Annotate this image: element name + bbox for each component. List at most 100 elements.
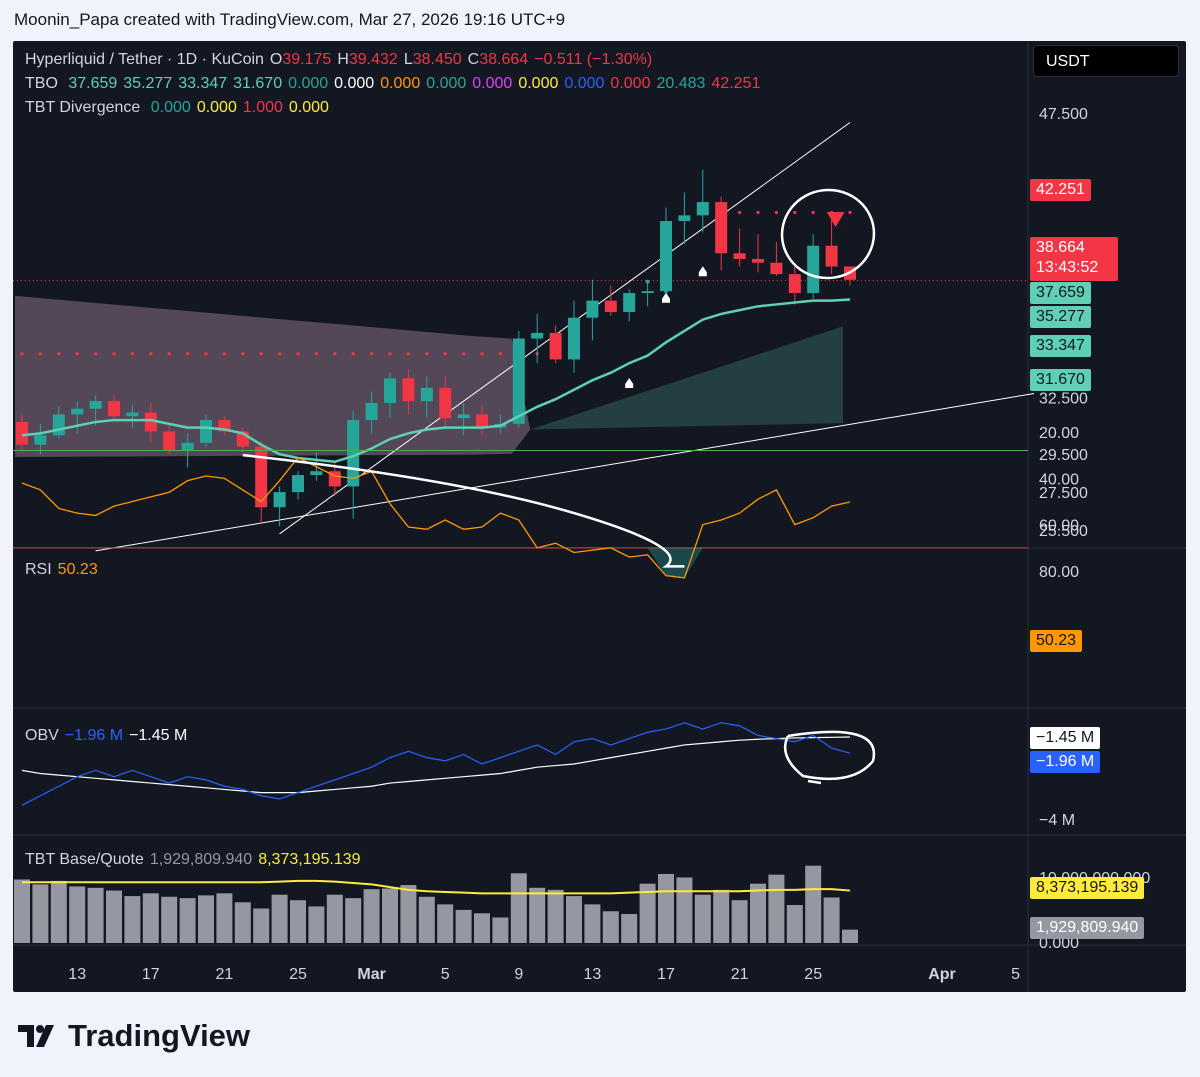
target-dot (756, 210, 760, 215)
candle-body (604, 300, 617, 313)
obv-axis-tick: −4 M (1039, 812, 1075, 829)
candle-body (752, 258, 764, 263)
obv-legend: OBV −1.96 M −1.45 M (25, 727, 193, 745)
bearish-cloud (15, 295, 531, 458)
volume-bar (253, 908, 270, 943)
obv-ma-line (21, 736, 851, 794)
tbo-label-4: 31.670 (1030, 369, 1091, 391)
volume-bar (602, 911, 619, 943)
divergence-name: TBT Divergence (25, 99, 141, 116)
candle-body (568, 317, 580, 360)
target-dot (738, 210, 742, 215)
volume-bar (805, 865, 822, 943)
obv-axis-label-1: −1.45 M (1030, 727, 1101, 749)
candle-body (476, 414, 488, 428)
resistance-dot (149, 352, 153, 356)
resistance-dot (259, 352, 263, 356)
bar-countdown: 13:43:52 (1036, 259, 1099, 276)
tbo-label-1: 37.659 (1030, 282, 1091, 304)
tradingview-logo-icon (18, 1025, 54, 1047)
volume-bar (142, 893, 159, 943)
rsi-legend: RSI 50.23 (25, 561, 104, 579)
volume-bar (676, 877, 693, 943)
chart-author-header: Moonin_Papa created with TradingView.com… (14, 10, 566, 29)
tbo-value: 0.000 (610, 75, 651, 92)
candle-body (788, 274, 801, 294)
price-axis-tick: 29.500 (1039, 447, 1088, 464)
candle-body (457, 414, 470, 419)
volume-bar (823, 897, 840, 943)
time-axis-tick: 17 (657, 966, 675, 983)
time-axis-tick: 25 (804, 966, 822, 983)
low-label: L (403, 51, 413, 68)
resistance-dot (57, 352, 61, 356)
candle-body (807, 245, 820, 294)
candle-body (420, 387, 433, 402)
divergence-value: 0.000 (196, 99, 237, 116)
resistance-dot (112, 352, 116, 356)
candle-body (144, 412, 157, 432)
tbo-label-2: 35.277 (1030, 306, 1091, 328)
candle-body (770, 262, 783, 275)
resistance-dot (425, 352, 429, 356)
volume-bar (308, 906, 325, 943)
volume-bar (234, 902, 251, 943)
obv-value-1: −1.96 M (64, 727, 124, 744)
hand-drawn-circle-price (780, 188, 876, 280)
volume-bar (529, 887, 546, 943)
volume-bar (694, 894, 711, 943)
resistance-dot (370, 352, 374, 356)
candle-body (126, 412, 139, 417)
volume-bar (547, 889, 564, 943)
time-axis-tick: 9 (514, 966, 523, 983)
buy-signal-marker (662, 292, 670, 303)
candle-body (439, 387, 452, 419)
time-axis-tick: 21 (216, 966, 234, 983)
sell-signal-arrow (826, 212, 845, 228)
open-value: 39.175 (282, 51, 332, 68)
volume-bar (326, 894, 343, 943)
currency-selector[interactable]: USDT (1033, 45, 1179, 77)
tbo-value: 0.000 (334, 75, 375, 92)
resistance-dot (241, 352, 245, 356)
volume-bar (124, 896, 141, 943)
volume-ma-line (22, 879, 851, 895)
tbo-value: 33.347 (178, 75, 228, 92)
signal-dot (572, 323, 576, 328)
candle-body (549, 332, 562, 360)
volume-bar (584, 904, 601, 943)
price-axis-tick: 32.500 (1039, 390, 1088, 407)
time-axis-tick: 17 (142, 966, 160, 983)
chart-canvas[interactable]: 47.50043.50039.50032.50029.50027.50025.5… (13, 41, 1186, 992)
candle-body (71, 408, 84, 415)
volume-bar (14, 879, 30, 943)
high-value: 39.432 (348, 51, 398, 68)
candle-body (660, 221, 672, 292)
volume-bar (382, 888, 398, 943)
candle-body (108, 401, 120, 417)
volume-name: TBT Base/Quote (25, 851, 144, 868)
signal-dot (664, 289, 668, 294)
high-label: H (337, 51, 349, 68)
candle-body (531, 332, 544, 339)
bullish-cloud (530, 326, 843, 430)
candle-body (623, 293, 636, 313)
last-price-value: 38.664 (1036, 239, 1085, 256)
resistance-dot (296, 352, 300, 356)
resistance-dot (443, 352, 447, 356)
volume-bar (345, 898, 362, 943)
volume-bar (731, 900, 748, 943)
chart-frame[interactable]: 47.50043.50039.50032.50029.50027.50025.5… (13, 41, 1186, 992)
tbo-value: 42.251 (711, 75, 761, 92)
tradingview-logo: TradingView (16, 1018, 250, 1054)
resistance-dot (222, 352, 226, 356)
candle-body (52, 414, 65, 436)
candle-body (34, 435, 47, 445)
tbo-value: 31.670 (233, 75, 283, 92)
resistance-dot (167, 352, 171, 356)
trendline-1 (279, 122, 851, 535)
volume-bar (87, 887, 104, 943)
resistance-dot (462, 352, 466, 356)
volume-bar (492, 917, 509, 943)
resistance-dot (186, 352, 190, 356)
